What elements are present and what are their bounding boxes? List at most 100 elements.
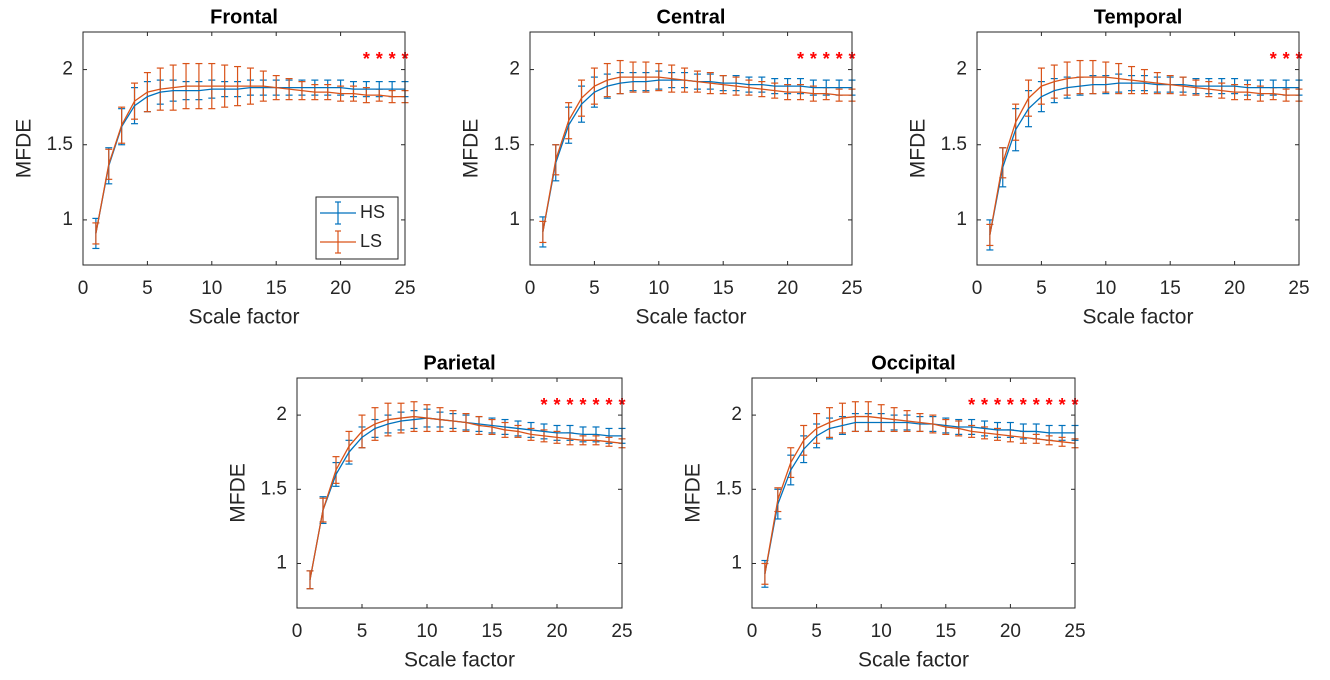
chart-title: Occipital (871, 352, 955, 374)
plot-area (752, 378, 1075, 608)
y-tick-label: 1.5 (261, 478, 287, 499)
significance-star: * (994, 395, 1001, 415)
x-tick-label: 15 (1160, 278, 1181, 299)
significance-star: * (823, 49, 830, 69)
significance-star: * (540, 395, 547, 415)
y-axis-label: MFDE (907, 119, 930, 179)
x-axis-label: Scale factor (189, 306, 300, 329)
chart-title: Temporal (1094, 6, 1183, 28)
x-axis-label: Scale factor (636, 306, 747, 329)
axes-frame (976, 31, 1300, 266)
x-tick-label: 5 (357, 621, 368, 642)
series-line (95, 85, 405, 234)
y-tick-label: 1.5 (47, 134, 73, 155)
y-tick-label: 1 (62, 209, 73, 230)
significance-star: * (363, 49, 370, 69)
significance-star: * (1007, 395, 1014, 415)
x-tick-label: 25 (1288, 278, 1309, 299)
significance-star: * (1033, 395, 1040, 415)
plot-area (297, 378, 622, 608)
y-tick-label: 2 (731, 404, 742, 425)
series-line (989, 76, 1299, 236)
x-tick-label: 15 (481, 621, 502, 642)
significance-star: * (579, 395, 586, 415)
significance-star: * (1270, 49, 1277, 69)
x-tick-label: 0 (972, 278, 983, 299)
series-line (989, 82, 1299, 236)
legend-label: HS (360, 202, 385, 222)
x-tick-label: 0 (747, 621, 758, 642)
significance-star: * (797, 49, 804, 69)
y-tick-label: 2 (956, 59, 967, 80)
significance-star: * (1059, 395, 1066, 415)
significance-star: * (810, 49, 817, 69)
significance-star: * (389, 49, 396, 69)
x-tick-label: 15 (266, 278, 287, 299)
x-tick-label: 5 (142, 278, 153, 299)
legend-box (315, 196, 399, 260)
significance-star: * (1046, 395, 1053, 415)
y-axis-label: MFDE (13, 119, 36, 179)
series-line (764, 415, 1076, 574)
x-tick-label: 10 (648, 278, 669, 299)
chart-title: Central (657, 6, 726, 28)
series-line (542, 76, 852, 233)
y-tick-label: 2 (509, 59, 520, 80)
significance-star: * (968, 395, 975, 415)
plot-area (530, 32, 852, 265)
x-tick-label: 10 (416, 621, 437, 642)
significance-star: * (605, 395, 612, 415)
x-tick-label: 25 (1064, 621, 1085, 642)
significance-star: * (1020, 395, 1027, 415)
axes-frame (751, 377, 1076, 609)
x-tick-label: 0 (78, 278, 89, 299)
x-tick-label: 10 (1095, 278, 1116, 299)
x-tick-label: 15 (935, 621, 956, 642)
series-line (764, 421, 1075, 574)
significance-star: * (566, 395, 573, 415)
significance-star: * (592, 395, 599, 415)
x-axis-label: Scale factor (1083, 306, 1194, 329)
x-tick-label: 25 (611, 621, 632, 642)
y-axis-label: MFDE (460, 119, 483, 179)
x-tick-label: 15 (713, 278, 734, 299)
x-tick-label: 20 (546, 621, 567, 642)
chart-title: Parietal (423, 352, 495, 374)
y-tick-label: 2 (62, 59, 73, 80)
x-tick-label: 0 (292, 621, 303, 642)
x-tick-label: 0 (525, 278, 536, 299)
x-tick-label: 20 (777, 278, 798, 299)
y-tick-label: 1.5 (716, 478, 742, 499)
x-tick-label: 20 (1000, 621, 1021, 642)
series-line (309, 415, 623, 580)
x-tick-label: 5 (811, 621, 822, 642)
y-tick-label: 1 (731, 552, 742, 573)
x-tick-label: 5 (1036, 278, 1047, 299)
y-tick-label: 1.5 (494, 134, 520, 155)
significance-star: * (981, 395, 988, 415)
series-line (95, 86, 405, 234)
y-tick-label: 1 (509, 209, 520, 230)
x-tick-label: 20 (1224, 278, 1245, 299)
y-tick-label: 1 (276, 552, 287, 573)
legend-label: LS (360, 231, 382, 251)
significance-star: * (1283, 49, 1290, 69)
x-tick-label: 25 (841, 278, 862, 299)
x-tick-label: 5 (589, 278, 600, 299)
y-tick-label: 2 (276, 404, 287, 425)
x-tick-label: 10 (871, 621, 892, 642)
axes-frame (82, 31, 406, 266)
y-axis-label: MFDE (682, 463, 705, 523)
y-tick-label: 1 (956, 209, 967, 230)
legend: HS LS (315, 196, 399, 260)
x-tick-label: 10 (201, 278, 222, 299)
significance-star: * (836, 49, 843, 69)
chart-title: Frontal (210, 6, 278, 28)
x-tick-label: 20 (330, 278, 351, 299)
significance-star: * (553, 395, 560, 415)
x-tick-label: 25 (394, 278, 415, 299)
